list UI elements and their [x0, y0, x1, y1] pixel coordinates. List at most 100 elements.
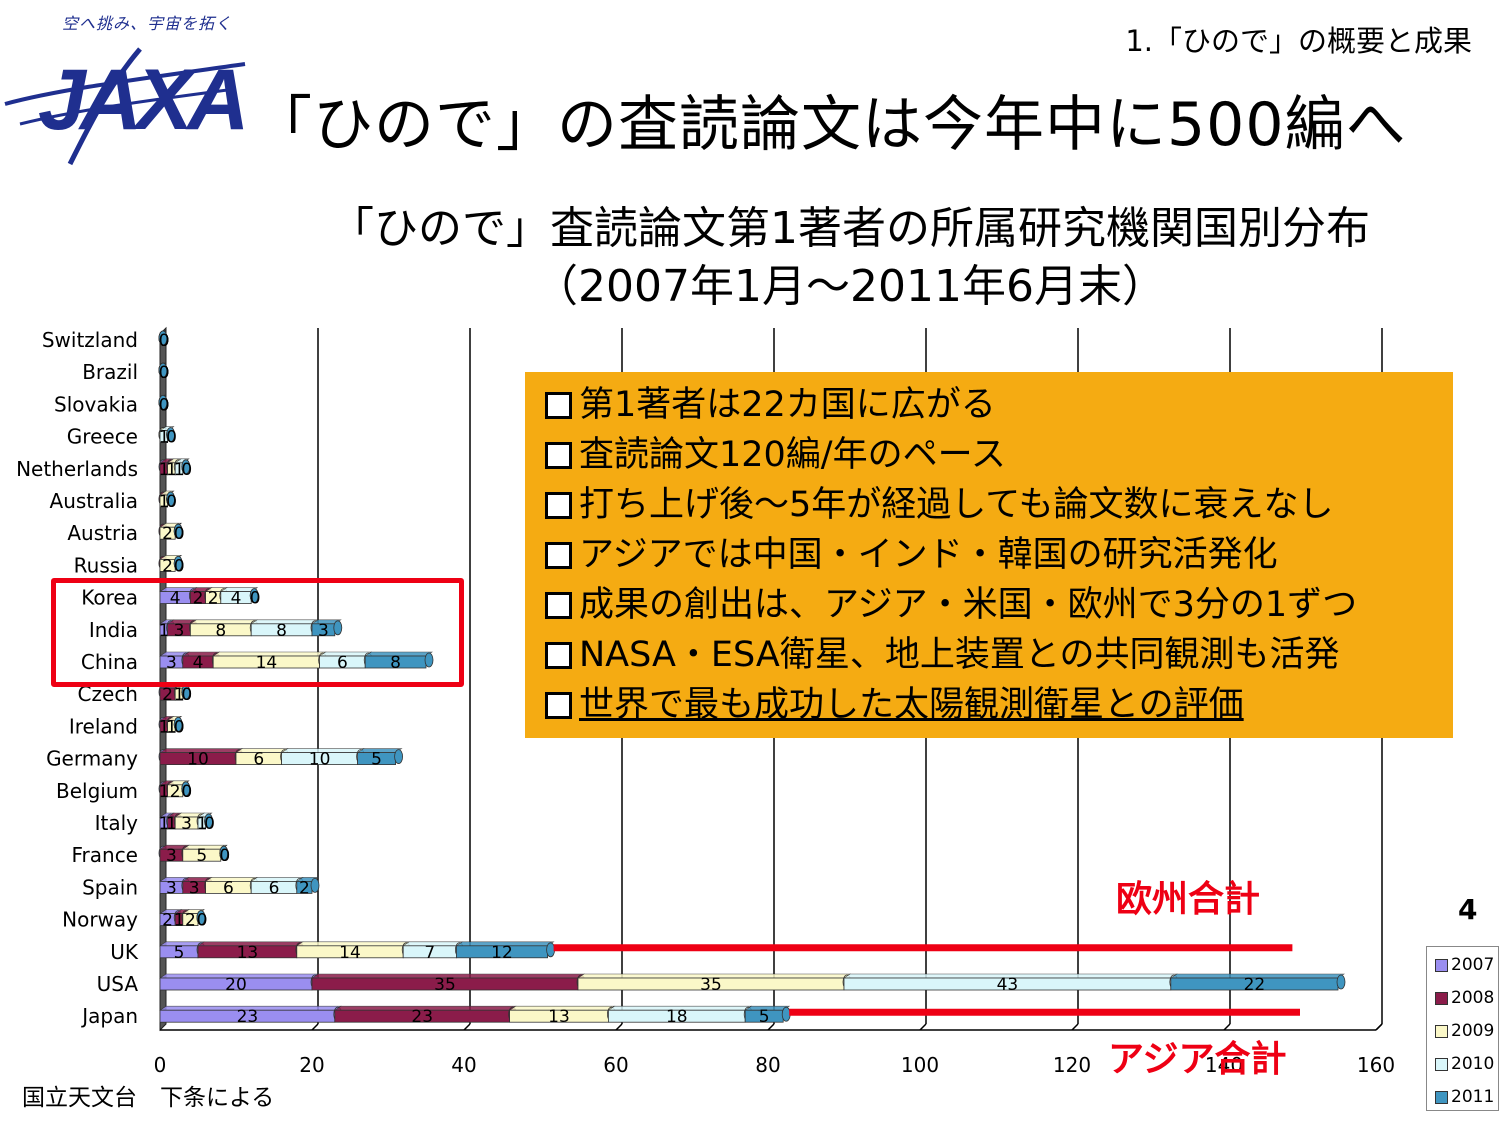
data-label: 10: [309, 750, 331, 770]
data-label: 3: [166, 846, 177, 866]
x-tick-label: 160: [1357, 1053, 1395, 1077]
bar-segment-cap: [158, 362, 168, 378]
data-label: 1: [159, 428, 170, 448]
data-label: 0: [159, 363, 170, 383]
bar-segment-cap: [158, 395, 168, 410]
checkbox-square-icon: [545, 491, 572, 519]
gridline-depth: [919, 1023, 927, 1031]
data-label: 14: [256, 653, 278, 673]
data-label: 0: [181, 685, 192, 705]
svg-text:JAXA: JAXA: [38, 52, 243, 148]
checkbox-square-icon: [545, 391, 572, 419]
x-axis-depth: [1375, 1023, 1383, 1031]
category-label: Belgium: [56, 779, 138, 803]
stacked-bar-chart: 020406080100120140160Switzland00000Brazi…: [16, 326, 1395, 1077]
bar-segment-cap: [166, 427, 176, 443]
bar-segment-cap: [181, 459, 191, 475]
x-tick-label: 100: [901, 1053, 939, 1077]
category-label: Norway: [62, 908, 138, 932]
key-point: 世界で最も成功した太陽観測衛星との評価: [545, 680, 1453, 730]
data-label: 3: [166, 878, 177, 898]
key-point: 打ち上げ後～5年が経過しても論文数に衰えなし: [545, 480, 1453, 530]
data-label: 0: [174, 717, 185, 737]
data-label: 5: [371, 750, 382, 770]
category-label: Italy: [95, 811, 139, 835]
gridline-depth: [1223, 1023, 1231, 1031]
data-label: 22: [1244, 975, 1266, 995]
data-label: 0: [181, 460, 192, 480]
data-label: 8: [390, 653, 401, 673]
category-label: Russia: [74, 553, 138, 577]
data-label: 43: [997, 975, 1019, 995]
asia-highlight-box: [51, 578, 464, 687]
data-label: 2: [162, 911, 173, 931]
data-label: 2: [185, 911, 196, 931]
legend-swatch: [1435, 1024, 1448, 1038]
category-label: Japan: [80, 1004, 138, 1028]
category-label: USA: [97, 972, 139, 996]
category-label: Austria: [67, 521, 138, 545]
category-label: Slovakia: [54, 392, 138, 416]
key-point: 査読論文120編/年のペース: [545, 430, 1453, 480]
legend-swatch: [1435, 958, 1448, 972]
bar-segment-cap: [166, 491, 176, 507]
data-label: 1: [197, 814, 208, 834]
data-label: 5: [196, 846, 207, 866]
page-number: 4: [1458, 893, 1478, 926]
data-label: 1: [166, 717, 177, 737]
data-label: 2: [299, 878, 310, 898]
data-label: 3: [174, 621, 185, 641]
chart-subtitle: 「ひので」査読論文第1著者の所属研究機関国別分布 （2007年1月～2011年6…: [0, 200, 1500, 316]
data-label: 1: [166, 460, 177, 480]
data-label: 5: [174, 943, 185, 963]
data-label: 14: [339, 943, 361, 963]
bar-segment-cap: [173, 523, 183, 539]
bar-segment-cap: [424, 652, 434, 668]
data-label: 1: [174, 460, 185, 480]
data-label: 10: [187, 750, 209, 770]
bar-segment-cap: [158, 330, 168, 346]
bar-segment-cap: [310, 878, 320, 893]
legend-item-2010: 2010: [1435, 1054, 1494, 1074]
data-label: 8: [276, 621, 287, 641]
data-label: 18: [666, 1007, 688, 1027]
category-label: France: [71, 843, 138, 867]
gridline-depth: [615, 1023, 623, 1031]
bar-segment-cap: [196, 910, 206, 925]
data-label: 5: [759, 1007, 770, 1027]
chart-legend: 2007 2008 2009 2010 2011: [1426, 946, 1499, 1111]
source-note: 国立天文台 下条による: [22, 1085, 275, 1111]
data-label: 0: [174, 556, 185, 576]
data-label: 0: [159, 395, 170, 415]
data-label: 13: [548, 1007, 570, 1027]
x-tick-label: 40: [451, 1053, 476, 1077]
x-tick-label: 140: [1205, 1053, 1243, 1077]
gridline-depth: [463, 1023, 471, 1031]
data-label: 4: [170, 589, 181, 609]
data-label: 4: [231, 589, 242, 609]
data-label: 6: [337, 653, 348, 673]
data-label: 1: [159, 717, 170, 737]
data-label: 0: [250, 589, 261, 609]
category-label: Spain: [82, 875, 138, 899]
bar-segment-cap: [781, 1006, 791, 1022]
data-label: 6: [253, 750, 264, 770]
data-label: 23: [237, 1007, 259, 1027]
key-point: アジアでは中国・インド・韓国の研究活発化: [545, 530, 1453, 580]
data-label: 0: [174, 524, 185, 544]
checkbox-square-icon: [545, 641, 572, 669]
data-label: 1: [159, 492, 170, 512]
bar-segment-cap: [204, 813, 214, 829]
data-label: 8: [215, 621, 226, 641]
data-label: 12: [491, 943, 513, 963]
section-label: 1.「ひので」の概要と成果: [1125, 24, 1472, 58]
data-label: 20: [225, 975, 247, 995]
key-points-callout: 第1著者は22カ国に広がる 査読論文120編/年のペース 打ち上げ後～5年が経過…: [525, 372, 1453, 738]
data-label: 3: [318, 621, 329, 641]
checkbox-square-icon: [545, 691, 572, 719]
europe-total-label: 欧州合計: [1116, 879, 1261, 920]
legend-item-2009: 2009: [1435, 1021, 1494, 1041]
category-label: Netherlands: [16, 457, 138, 481]
data-label: 0: [197, 911, 208, 931]
data-label: 35: [700, 975, 722, 995]
